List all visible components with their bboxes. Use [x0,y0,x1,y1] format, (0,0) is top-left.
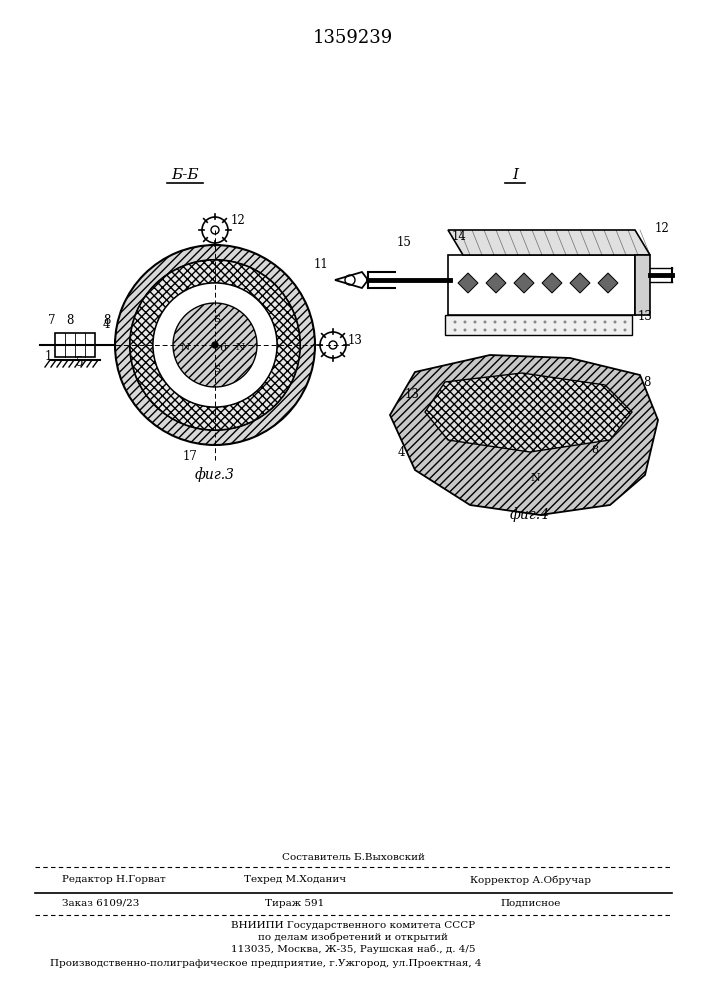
Polygon shape [448,230,650,255]
Circle shape [534,320,537,324]
Circle shape [573,320,576,324]
Polygon shape [486,273,506,293]
Circle shape [624,328,626,332]
Text: 12: 12 [231,214,246,227]
Text: S: S [214,365,221,374]
Circle shape [554,328,556,332]
Text: 8: 8 [592,445,599,455]
Polygon shape [635,255,650,315]
Text: Тираж 591: Тираж 591 [265,898,325,908]
Text: 8: 8 [643,376,650,389]
Text: S: S [214,316,221,324]
Text: 6: 6 [219,343,226,353]
Text: фиг.3: фиг.3 [195,468,235,482]
Text: N: N [530,473,540,483]
Text: 1359239: 1359239 [313,29,393,47]
Circle shape [202,217,228,243]
Circle shape [573,328,576,332]
Text: N: N [235,342,245,352]
Circle shape [474,328,477,332]
Polygon shape [458,273,478,293]
Circle shape [563,328,566,332]
Text: 13: 13 [638,310,653,324]
Circle shape [503,328,506,332]
Circle shape [153,283,277,407]
Polygon shape [335,272,368,288]
Text: 8: 8 [66,314,74,328]
Text: 14: 14 [452,231,467,243]
Circle shape [593,320,597,324]
Text: по делам изобретений и открытий: по делам изобретений и открытий [258,932,448,942]
Wedge shape [130,260,300,430]
Circle shape [544,320,547,324]
Text: Корректор А.Обручар: Корректор А.Обручар [470,875,591,885]
Circle shape [554,320,556,324]
Text: 1: 1 [45,350,52,362]
Circle shape [320,332,346,358]
Text: 4: 4 [103,318,110,332]
Circle shape [563,320,566,324]
Circle shape [534,328,537,332]
Circle shape [474,320,477,324]
Text: 12: 12 [655,222,670,234]
Circle shape [493,328,496,332]
Text: ВНИИПИ Государственного комитета СССР: ВНИИПИ Государственного комитета СССР [231,920,475,930]
Circle shape [624,320,626,324]
Text: Заказ 6109/23: Заказ 6109/23 [62,898,139,908]
Polygon shape [598,273,618,293]
Wedge shape [115,245,315,445]
Circle shape [453,320,457,324]
Text: 8: 8 [103,314,111,328]
Polygon shape [570,273,590,293]
Circle shape [173,303,257,387]
Polygon shape [542,273,562,293]
Text: Техред М.Xоданич: Техред М.Xоданич [244,876,346,884]
Text: I: I [512,168,518,182]
Circle shape [523,320,527,324]
Text: Производственно-полиграфическое предприятие, г.Ужгород, ул.Проектная, 4: Производственно-полиграфическое предприя… [50,958,481,968]
Circle shape [464,320,467,324]
Polygon shape [390,355,658,515]
Circle shape [453,328,457,332]
Circle shape [583,328,587,332]
Circle shape [493,320,496,324]
Text: 7: 7 [48,314,56,328]
Text: 113035, Москва, Ж-35, Раушская наб., д. 4/5: 113035, Москва, Ж-35, Раушская наб., д. … [230,944,475,954]
Circle shape [484,328,486,332]
Bar [55,333,95,357]
Circle shape [513,328,517,332]
Text: 4: 4 [397,446,405,460]
Text: 17: 17 [182,450,197,464]
Circle shape [464,328,467,332]
Text: 13: 13 [348,334,363,347]
Text: Подписное: Подписное [500,898,561,908]
Circle shape [484,320,486,324]
Text: 11: 11 [313,258,328,271]
Text: Редактор Н.Горват: Редактор Н.Горват [62,876,165,884]
Text: 13: 13 [405,388,420,401]
Circle shape [544,328,547,332]
Polygon shape [514,273,534,293]
Text: Б-Б: Б-Б [171,168,199,182]
Circle shape [593,328,597,332]
Circle shape [523,328,527,332]
Circle shape [212,342,218,348]
Circle shape [614,328,617,332]
Circle shape [503,320,506,324]
Circle shape [513,320,517,324]
Polygon shape [445,315,632,335]
Polygon shape [448,255,635,315]
Text: Составитель Б.Выховский: Составитель Б.Выховский [281,852,424,861]
Text: 15: 15 [397,235,412,248]
Polygon shape [425,373,632,452]
Circle shape [583,320,587,324]
Text: 5: 5 [76,357,83,369]
Text: фиг.4: фиг.4 [510,508,550,522]
Circle shape [614,320,617,324]
Circle shape [604,328,607,332]
Text: N: N [180,342,189,352]
Circle shape [604,320,607,324]
